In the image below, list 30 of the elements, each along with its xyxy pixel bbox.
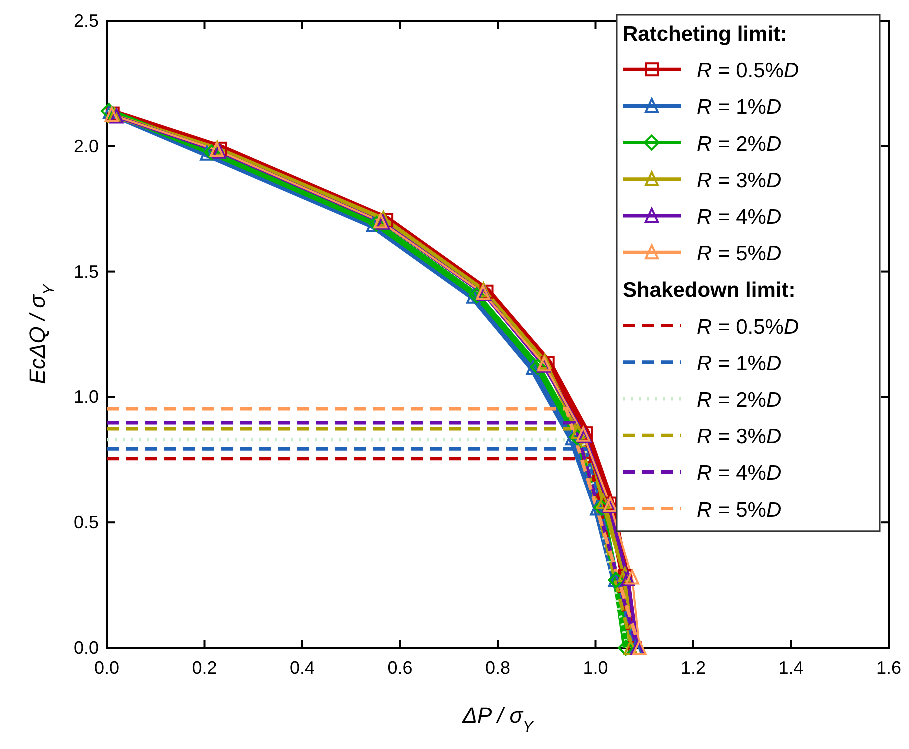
annotation: Shakedown limit: [623,279,796,302]
x-tick-label: 1.4 [778,658,804,678]
x-tick-label: 0.4 [290,658,316,678]
y-tick-label: 1.5 [74,262,99,282]
legend-label: R = 0.5%D [697,60,800,83]
y-tick-label: 2.5 [74,11,99,31]
y-tick-label: 0.5 [74,512,99,533]
legend-label: R = 1%D [697,352,782,376]
y-tick-label: 0.0 [74,638,99,658]
x-axis-title: ΔP / σ$_{Y}$ [462,703,535,736]
x-tick-label: 0.2 [192,658,218,678]
legend-label: R = 4%D [697,462,782,486]
legend-label: R = 3%D [697,169,782,192]
y-tick-label: 2.0 [74,136,99,156]
legend-label: R = 5%D [697,242,782,266]
x-tick-label: 1.0 [583,658,608,678]
x-tick-label: 1.2 [680,658,706,678]
y-tick-label: 1.0 [74,387,99,408]
legend-label: R = 2%D [697,132,782,156]
x-tick-label: 0.6 [388,658,413,678]
legend-label: R = 0.5%D [697,316,800,339]
legend-label: R = 4%D [697,206,782,229]
legend-label: R = 5%D [697,498,782,522]
legend-label: R = 1%D [697,96,782,120]
legend-title: Ratcheting limit: [623,23,788,46]
x-tick-label: 1.6 [876,658,902,678]
legend-label: R = 3%D [697,426,782,449]
x-tick-label: 0.8 [485,658,511,678]
legend-label: R = 2%D [697,389,782,412]
x-tick-label: 0.0 [94,658,120,678]
